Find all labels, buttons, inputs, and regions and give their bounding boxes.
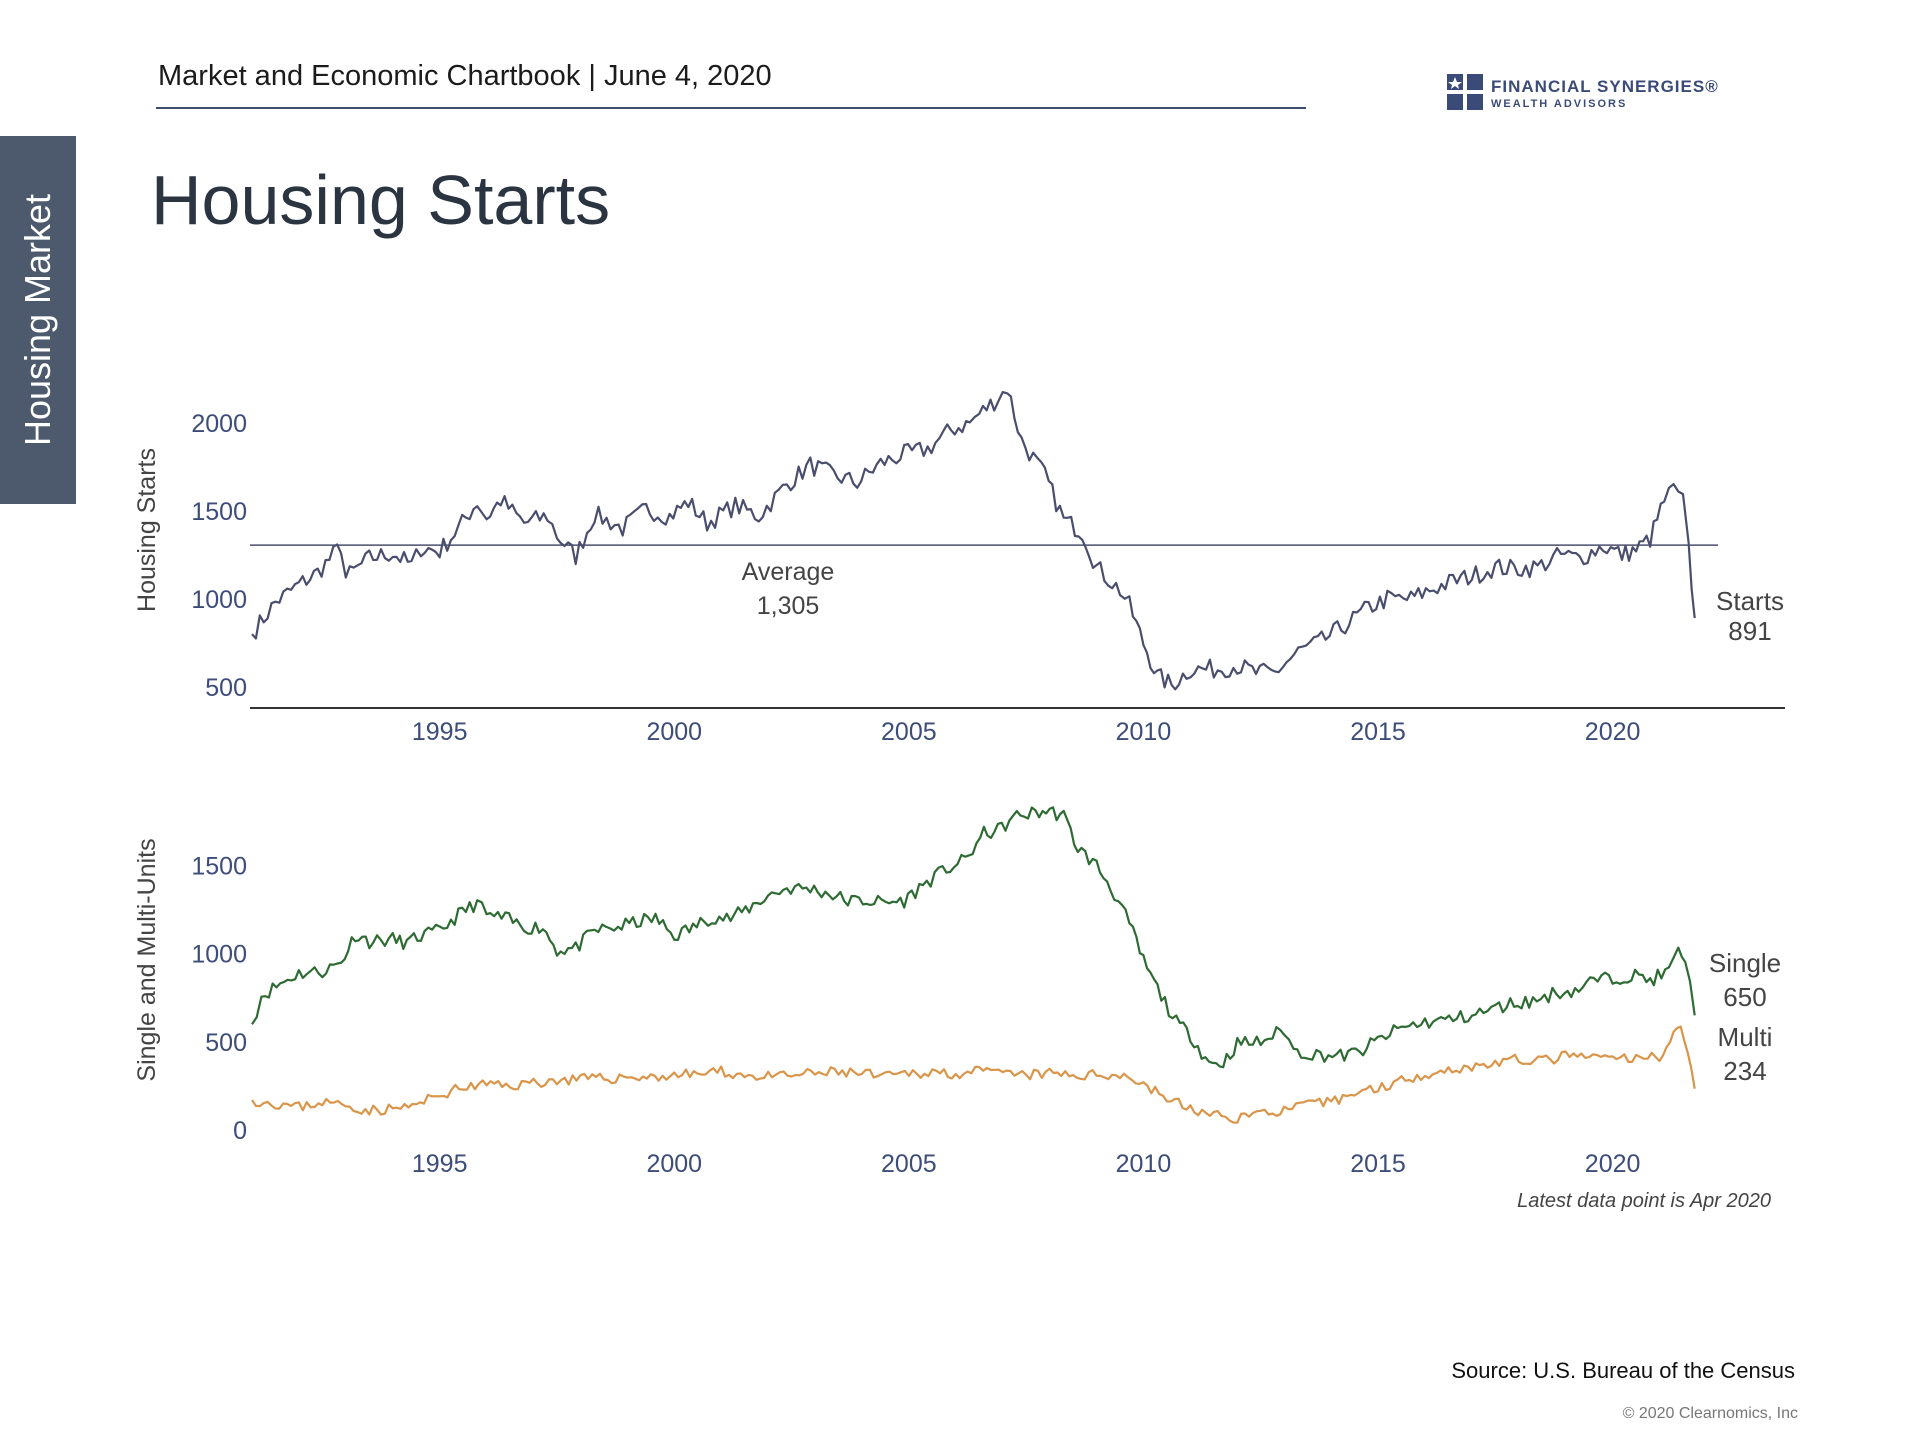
series-end-value-starts: 891 bbox=[1728, 616, 1771, 646]
chartbook-header: Market and Economic Chartbook | June 4, … bbox=[158, 60, 772, 92]
source-note: Source: U.S. Bureau of the Census bbox=[1451, 1358, 1795, 1383]
x-tick-label: 2015 bbox=[1350, 718, 1406, 746]
series-end-value-multi: 234 bbox=[1723, 1056, 1766, 1086]
y-axis-label: Housing Starts bbox=[133, 448, 161, 612]
company-logo: FINANCIAL SYNERGIES® WEALTH ADVISORS bbox=[1447, 74, 1747, 114]
y-tick-label: 500 bbox=[205, 1029, 247, 1057]
x-tick-label: 2020 bbox=[1585, 1150, 1641, 1178]
series-end-value-single: 650 bbox=[1723, 982, 1766, 1012]
x-tick-label: 2010 bbox=[1116, 718, 1172, 746]
x-tick-label: 2005 bbox=[881, 718, 937, 746]
y-axis-label: Single and Multi-Units bbox=[133, 838, 161, 1081]
x-tick-label: 2000 bbox=[646, 1150, 702, 1178]
y-tick-label: 500 bbox=[205, 674, 247, 702]
series-end-label-multi: Multi bbox=[1718, 1022, 1773, 1052]
page-title: Housing Starts bbox=[151, 161, 611, 239]
latest-data-note: Latest data point is Apr 2020 bbox=[1517, 1190, 1771, 1212]
header-divider bbox=[156, 107, 1306, 109]
series-line-single bbox=[251, 806, 1696, 1069]
series-line-multi bbox=[251, 1025, 1696, 1124]
x-tick-label: 1995 bbox=[412, 718, 468, 746]
y-tick-label: 1500 bbox=[191, 853, 247, 881]
y-tick-label: 2000 bbox=[191, 410, 247, 438]
series-line-starts bbox=[251, 391, 1696, 691]
average-label: Average bbox=[742, 558, 835, 586]
y-tick-label: 1000 bbox=[191, 586, 247, 614]
series-end-label-single: Single bbox=[1709, 948, 1781, 978]
x-tick-label: 2020 bbox=[1585, 718, 1641, 746]
flag-icon bbox=[1447, 74, 1483, 110]
series-end-label-starts: Starts bbox=[1716, 586, 1784, 616]
copyright-note: © 2020 Clearnomics, Inc bbox=[1622, 1405, 1798, 1422]
y-tick-label: 1000 bbox=[191, 941, 247, 969]
y-tick-label: 0 bbox=[233, 1117, 247, 1145]
average-value-label: 1,305 bbox=[757, 592, 820, 620]
x-tick-label: 2005 bbox=[881, 1150, 937, 1178]
y-tick-label: 1500 bbox=[191, 498, 247, 526]
logo-subtitle: WEALTH ADVISORS bbox=[1491, 98, 1628, 110]
x-tick-label: 2010 bbox=[1116, 1150, 1172, 1178]
x-tick-label: 1995 bbox=[412, 1150, 468, 1178]
logo-name: FINANCIAL SYNERGIES® bbox=[1491, 77, 1719, 96]
section-tab[interactable]: Housing Market bbox=[0, 136, 76, 504]
x-tick-label: 2000 bbox=[646, 718, 702, 746]
x-tick-label: 2015 bbox=[1350, 1150, 1406, 1178]
